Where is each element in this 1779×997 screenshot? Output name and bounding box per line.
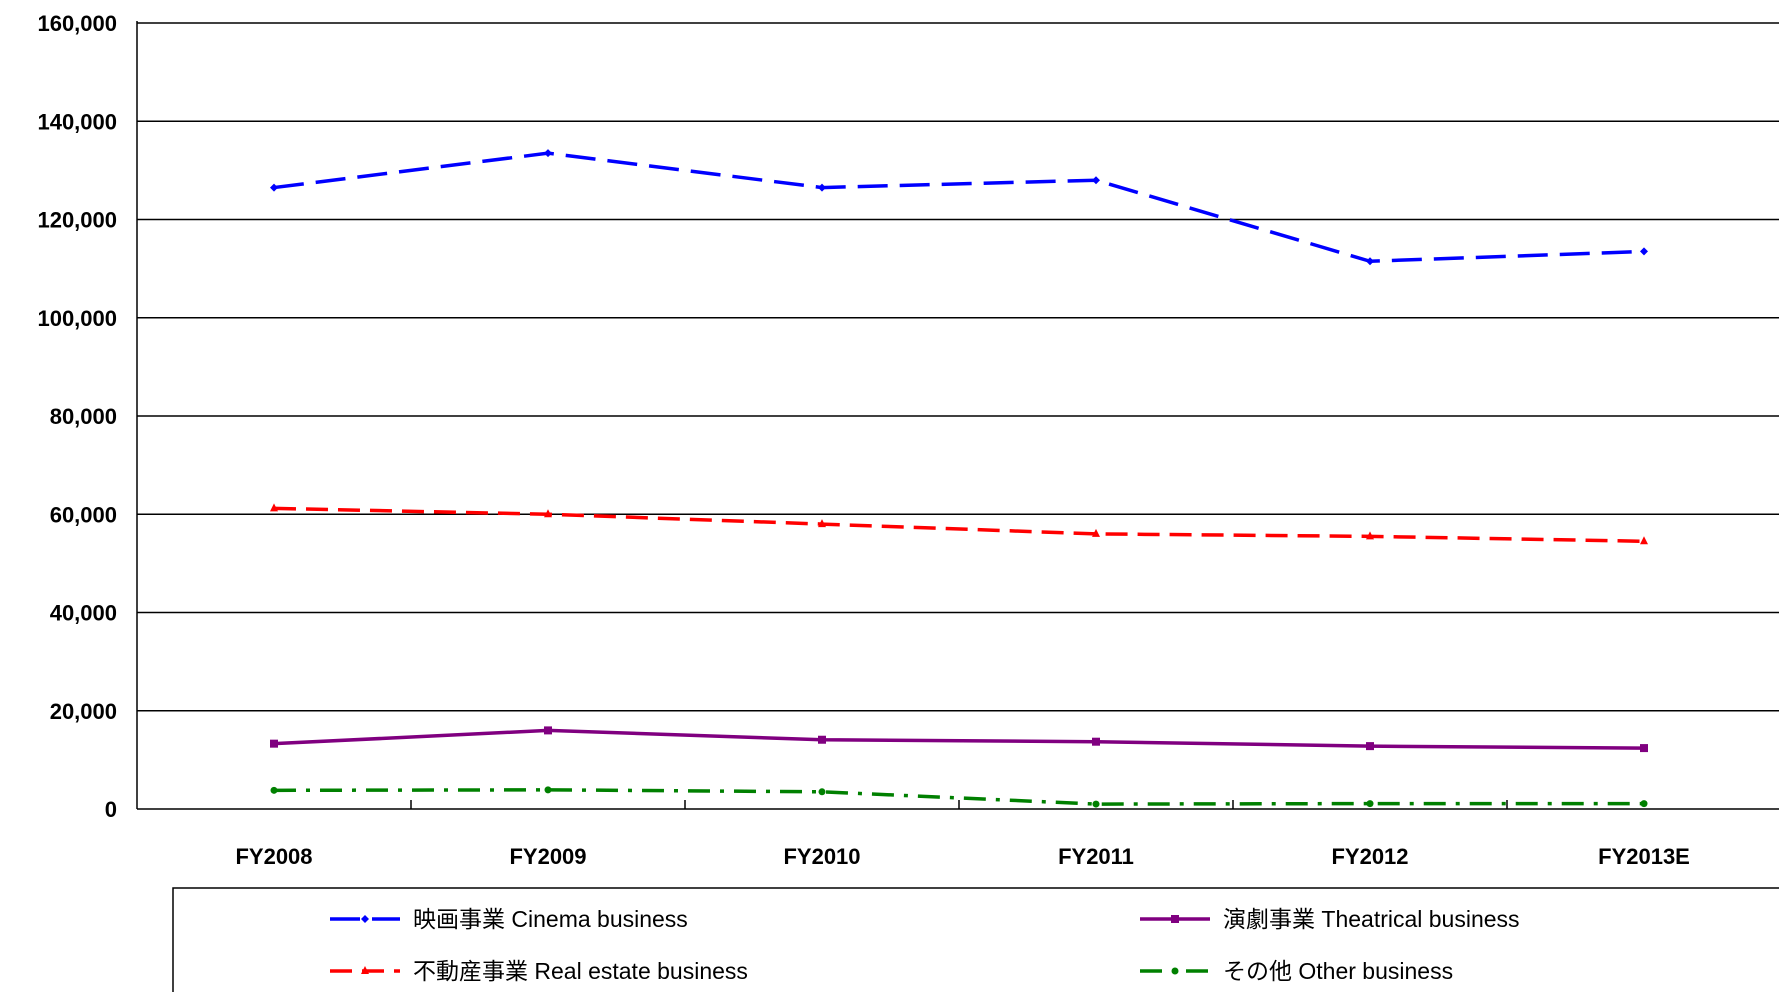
legend-box: [172, 887, 1779, 997]
data-point: [544, 726, 552, 735]
data-point: [1092, 800, 1100, 808]
data-point: [270, 183, 278, 192]
legend-label: その他 Other business: [1223, 958, 1453, 984]
y-tick-label: 20,000: [50, 699, 117, 724]
data-point: [544, 149, 552, 158]
data-point: [544, 786, 552, 794]
y-tick-label: 140,000: [37, 109, 117, 134]
series-3: [270, 786, 1648, 808]
data-point: [1092, 528, 1100, 537]
legend-label: 不動産事業 Real estate business: [413, 958, 748, 984]
legend-marker: [361, 966, 369, 974]
y-tick-label: 100,000: [37, 306, 117, 331]
y-tick-label: 60,000: [50, 502, 117, 527]
data-point: [544, 509, 552, 518]
data-point: [1640, 247, 1648, 256]
y-tick-label: 0: [105, 797, 117, 822]
series-2: [270, 503, 1648, 545]
data-point: [1640, 536, 1648, 545]
legend: 映画事業 Cinema business 演劇事業 Theatrical busi…: [172, 887, 1779, 997]
legend-marker: [361, 915, 369, 923]
data-point: [1366, 257, 1374, 266]
data-point: [1092, 176, 1100, 185]
x-axis-ticks: FY2008 FY2009 FY2010 FY2011 FY2012 FY2013E: [235, 844, 1689, 869]
legend-item: 演劇事業 Theatrical business: [1140, 906, 1520, 932]
series-lines: [270, 149, 1648, 808]
x-tick-label: FY2008: [235, 844, 312, 869]
series-line: [273, 728, 1645, 750]
data-point: [1366, 800, 1374, 808]
data-point: [1092, 737, 1100, 746]
series-1: [270, 726, 1648, 753]
data-point: [270, 503, 278, 512]
x-tick-label: FY2009: [509, 844, 586, 869]
series-0: [270, 149, 1648, 266]
axes: [136, 21, 1779, 810]
legend-item: 不動産事業 Real estate business: [330, 958, 748, 984]
data-point: [1366, 531, 1374, 540]
data-point: [818, 788, 826, 796]
data-point: [818, 735, 826, 744]
x-tick-label: FY2011: [1058, 844, 1134, 869]
data-point: [270, 739, 278, 748]
data-point: [1366, 742, 1374, 751]
data-point: [818, 519, 826, 528]
legend-item: その他 Other business: [1140, 958, 1453, 984]
data-point: [1640, 744, 1648, 753]
legend-label: 映画事業 Cinema business: [413, 906, 688, 932]
x-tick-label: FY2013E: [1598, 844, 1690, 869]
legend-marker: [1171, 915, 1179, 923]
y-tick-label: 120,000: [37, 208, 117, 233]
data-point: [818, 183, 826, 192]
legend-item: 映画事業 Cinema business: [330, 906, 688, 932]
series-line: [273, 506, 1645, 544]
y-tick-label: 40,000: [50, 601, 117, 626]
x-tick-label: FY2010: [783, 844, 860, 869]
data-point: [270, 786, 278, 794]
legend-marker: [1171, 967, 1179, 975]
data-point: [1640, 800, 1648, 808]
y-tick-label: 80,000: [50, 404, 117, 429]
gridlines: [137, 22, 1779, 712]
y-tick-label: 160,000: [37, 11, 117, 36]
series-line: [273, 151, 1645, 264]
legend-label: 演劇事業 Theatrical business: [1223, 906, 1520, 932]
x-tick-label: FY2012: [1331, 844, 1408, 869]
y-axis-ticks: 0 20,000 40,000 60,000 80,000 100,000 120,000 1…: [37, 11, 117, 822]
